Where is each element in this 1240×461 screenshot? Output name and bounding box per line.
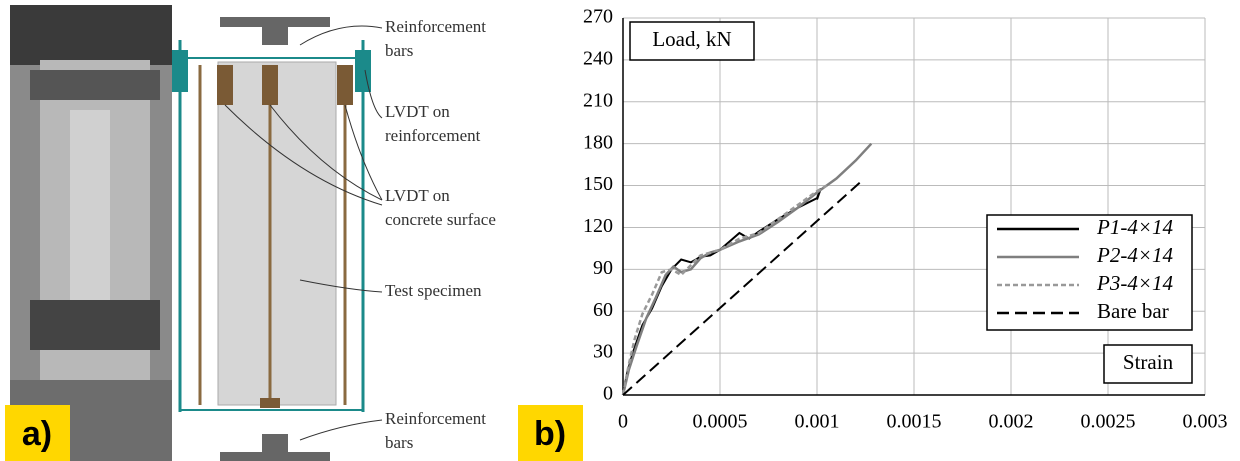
schematic-label: Reinforcement [385,17,486,36]
y-tick-label: 60 [593,299,613,321]
schematic-label: Test specimen [385,281,482,300]
panel-label-box [5,405,70,461]
y-label-box [629,21,755,61]
schematic [172,17,383,461]
schematic-labels: Reinforcement bars LVDT on reinforcement LVD… [385,17,496,452]
y-tick-label: 210 [583,89,613,111]
y-tick-label: 270 [583,6,613,28]
x-tick-label: 0.0025 [1081,411,1136,433]
series-line [621,142,873,396]
x-tick-label: 0 [618,411,628,433]
series-line [621,184,828,396]
x-label-box [1103,344,1193,384]
panel-label-box [518,405,583,461]
schematic-label: bars [385,41,413,60]
x-tick-label: 0.003 [1183,411,1228,433]
schematic-label: reinforcement [385,126,481,145]
x-axis-label: Strain [1123,350,1174,374]
schematic-label: LVDT on [385,186,450,205]
y-tick-label: 120 [583,215,613,237]
y-tick-label: 0 [603,383,613,405]
legend-box [986,214,1193,331]
y-tick-label: 30 [593,341,613,363]
x-tick-label: 0.001 [795,411,840,433]
legend-label: P3-4×14 [1096,271,1173,295]
legend-label: P1-4×14 [1096,215,1173,239]
legend-label: P2-4×14 [1096,243,1173,267]
y-axis-label: Load, kN [652,27,731,51]
schematic-label: concrete surface [385,210,496,229]
panel-label: b) [534,415,566,453]
y-tick-label: 180 [583,131,613,153]
schematic-label: Reinforcement [385,409,486,428]
y-tick-label: 150 [583,173,613,195]
legend-label: Bare bar [1097,299,1169,323]
x-tick-label: 0.0005 [693,411,748,433]
chart: 0 30 60 90 120 150 180 210 240 270 0 0.0005 0.001 0.0… [583,6,1228,433]
panel-label: a) [22,415,52,453]
y-tick-label: 90 [593,257,613,279]
x-tick-label: 0.0015 [887,411,942,433]
schematic-label: LVDT on [385,102,450,121]
x-tick-label: 0.002 [989,411,1034,433]
schematic-label: bars [385,433,413,452]
y-tick-label: 240 [583,47,613,69]
photo [10,5,172,461]
